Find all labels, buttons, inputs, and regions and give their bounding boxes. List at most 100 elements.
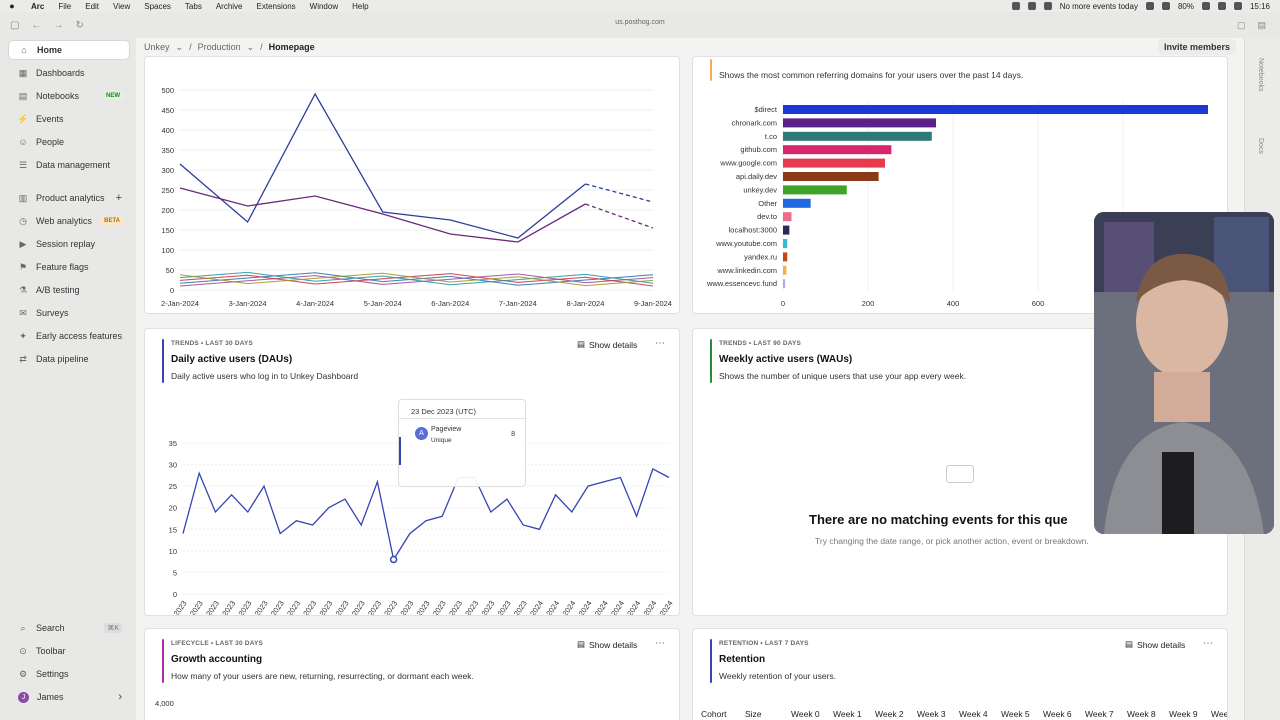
more-options-icon[interactable]: ⋯ xyxy=(1203,638,1213,649)
sound-icon[interactable] xyxy=(1145,2,1154,10)
more-options-icon[interactable]: ⋯ xyxy=(655,638,665,649)
bluetooth-icon[interactable] xyxy=(1161,2,1170,10)
menu-spaces[interactable]: Spaces xyxy=(144,1,171,11)
sidebar-item-label: Home xyxy=(37,45,63,55)
notebook-panel-icon[interactable]: ▤ xyxy=(1257,20,1266,30)
card-title[interactable]: Growth accounting xyxy=(171,654,263,665)
more-options-icon[interactable]: ⋯ xyxy=(655,338,665,349)
sidebar-item-people[interactable]: ☺ People xyxy=(8,132,130,152)
battery-percent[interactable]: 80% xyxy=(1177,1,1194,11)
dau-chart[interactable]: 0510152025303510-Dec-202311-Dec-202312-D… xyxy=(145,329,680,616)
menu-window[interactable]: Window xyxy=(309,1,339,11)
bar[interactable] xyxy=(783,279,786,289)
bar[interactable] xyxy=(783,265,787,275)
bar[interactable] xyxy=(783,172,879,181)
bar[interactable] xyxy=(783,185,847,195)
breadcrumb-environment[interactable]: Production xyxy=(197,42,241,52)
url-bar[interactable]: us.posthog.com xyxy=(615,19,665,26)
sidebar-toggle-icon[interactable]: ▢ xyxy=(10,19,20,31)
card-title[interactable]: Retention xyxy=(719,654,766,665)
bar[interactable] xyxy=(783,105,1208,114)
sidebar-item-events[interactable]: ⚡ Events xyxy=(8,109,130,129)
menu-extensions[interactable]: Extensions xyxy=(256,1,296,11)
clock[interactable]: 15:16 xyxy=(1249,1,1270,11)
card-title[interactable]: Daily active users (DAUs) xyxy=(171,354,293,365)
sidebar-item-label: Events xyxy=(36,114,64,124)
tooltip-date: 23 Dec 2023 (UTC) xyxy=(411,407,477,416)
x-axis-tick: 0 xyxy=(781,299,785,308)
sidebar-item-early-access[interactable]: ✦ Early access features xyxy=(8,326,130,346)
bar[interactable] xyxy=(783,131,932,141)
empty-state-title: There are no matching events for this qu… xyxy=(809,512,1068,527)
menu-help[interactable]: Help xyxy=(352,1,369,11)
bar[interactable] xyxy=(783,145,892,155)
sidebar-item-label: Dashboards xyxy=(36,68,85,78)
sidebar-item-toolbar[interactable]: ⊙ Toolbar xyxy=(8,641,130,661)
status-icon[interactable] xyxy=(1027,2,1036,10)
sidebar-item-session-replay[interactable]: ▶ Session replay xyxy=(8,234,130,254)
tooltip-value: 8 xyxy=(511,431,515,438)
menu-file[interactable]: File xyxy=(58,1,72,11)
sidebar-item-feature-flags[interactable]: ⚑ Feature flags xyxy=(8,257,130,277)
sidebar-item-surveys[interactable]: ✉ Surveys xyxy=(8,303,130,323)
status-text[interactable]: No more events today xyxy=(1059,1,1138,11)
sidebar-item-label: Product analytics xyxy=(36,193,105,203)
reload-icon[interactable]: ↻ xyxy=(75,19,84,31)
apple-icon[interactable]: ● xyxy=(9,1,15,11)
x-axis-tick: 2-Jan-2024 xyxy=(161,299,199,308)
bar[interactable] xyxy=(783,198,811,208)
back-icon[interactable]: ← xyxy=(31,19,42,31)
chart-tooltip: 23 Dec 2023 (UTC) A Pageview Unique 8 xyxy=(398,399,527,487)
notebooks-tab[interactable]: Notebooks xyxy=(1257,58,1264,92)
search-icon[interactable] xyxy=(1217,2,1226,10)
card-title[interactable]: Weekly active users (WAUs) xyxy=(719,354,853,365)
split-view-icon[interactable]: ▢ xyxy=(1236,20,1246,30)
bar[interactable] xyxy=(783,158,885,168)
forward-icon[interactable]: → xyxy=(53,19,64,31)
retention-column-header: Week 5 xyxy=(1001,709,1030,719)
show-details-button[interactable]: ▤ Show details xyxy=(1125,639,1186,650)
bar[interactable] xyxy=(783,252,788,262)
show-details-button[interactable]: ▤ Show details xyxy=(577,339,638,350)
retention-column-header: Week 7 xyxy=(1085,709,1114,719)
menu-app[interactable]: Arc xyxy=(31,1,45,11)
menu-edit[interactable]: Edit xyxy=(85,1,100,11)
card-description: Shows the most common referring domains … xyxy=(719,70,1024,80)
x-axis-tick: 5-Jan-2024 xyxy=(364,299,402,308)
rocket-icon: ✦ xyxy=(19,330,27,341)
show-details-button[interactable]: ▤ Show details xyxy=(577,639,638,650)
sidebar-item-ab-testing[interactable]: ⚗ A/B testing xyxy=(8,280,130,300)
retention-column-header: Week 3 xyxy=(917,709,946,719)
sidebar-item-account[interactable]: J James › xyxy=(8,687,130,707)
sidebar-item-search[interactable]: ⌕ Search ⌘K xyxy=(8,618,130,638)
breadcrumb-project[interactable]: Unkey xyxy=(144,42,170,52)
sidebar-item-home[interactable]: ⌂ Home xyxy=(8,40,130,60)
bar[interactable] xyxy=(783,212,792,222)
wifi-icon[interactable] xyxy=(1201,2,1210,10)
bar[interactable] xyxy=(783,225,790,235)
menu-tabs[interactable]: Tabs xyxy=(184,1,202,11)
sidebar-item-dashboards[interactable]: ▦ Dashboards xyxy=(8,63,130,83)
control-center-icon[interactable] xyxy=(1233,2,1242,10)
invite-members-button[interactable]: Invite members xyxy=(1157,39,1236,55)
sidebar-item-web-analytics[interactable]: ◷ Web analytics BETA xyxy=(8,211,130,231)
status-icon[interactable] xyxy=(1043,2,1052,10)
docs-tab[interactable]: Docs xyxy=(1257,138,1264,154)
bar[interactable] xyxy=(783,118,936,128)
sidebar-item-label: Session replay xyxy=(36,239,96,249)
sidebar-item-product-analytics[interactable]: ▥ Product analytics + xyxy=(8,188,130,208)
status-icon[interactable] xyxy=(1011,2,1020,10)
menu-view[interactable]: View xyxy=(113,1,131,11)
menu-archive[interactable]: Archive xyxy=(215,1,243,11)
sidebar-item-data-pipeline[interactable]: ⇄ Data pipeline xyxy=(8,349,130,369)
bar[interactable] xyxy=(783,239,788,248)
survey-icon: ✉ xyxy=(19,307,27,318)
x-axis-tick: 600 xyxy=(1032,299,1045,308)
sidebar-item-notebooks[interactable]: ▤ Notebooks NEW xyxy=(8,86,130,106)
highlighted-point[interactable] xyxy=(389,555,398,564)
chevron-right-icon: › xyxy=(118,691,122,703)
add-insight-icon[interactable]: + xyxy=(115,192,122,204)
sidebar-item-data-management[interactable]: ☰ Data management xyxy=(8,155,130,175)
card-description: Weekly retention of your users. xyxy=(719,671,837,681)
sidebar-item-settings[interactable]: ⚙ Settings xyxy=(8,664,130,684)
